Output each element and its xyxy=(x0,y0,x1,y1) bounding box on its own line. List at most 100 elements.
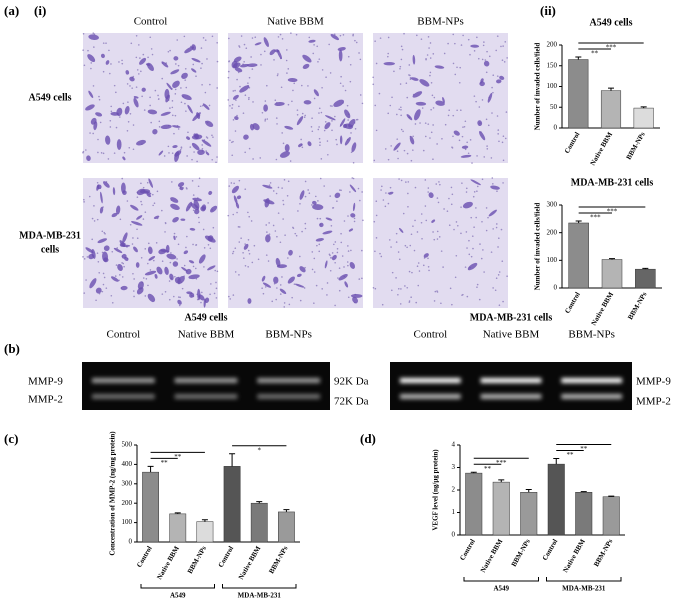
pore xyxy=(174,275,176,278)
pore xyxy=(171,181,173,183)
y-tick-label: 0 xyxy=(554,284,558,292)
y-tick-label: 300 xyxy=(122,479,133,487)
pore xyxy=(384,205,387,208)
pore xyxy=(440,302,442,305)
cell xyxy=(88,90,94,98)
pore xyxy=(430,81,433,84)
pore xyxy=(202,37,205,39)
pore xyxy=(492,287,494,289)
marker-label: 72K Da xyxy=(334,396,369,408)
pore xyxy=(316,244,318,247)
pore xyxy=(164,231,166,233)
pore xyxy=(323,185,325,187)
pore xyxy=(500,45,502,48)
cell xyxy=(207,265,216,271)
pore xyxy=(452,33,455,36)
pore xyxy=(211,35,214,38)
x-tick-label: Native BBM xyxy=(155,544,181,580)
cell xyxy=(324,122,331,130)
pore xyxy=(142,218,145,220)
pore xyxy=(336,143,338,146)
cell xyxy=(125,70,130,75)
pore xyxy=(476,155,478,157)
pore xyxy=(448,197,450,200)
x-tick-label: BBM-NPs xyxy=(510,538,532,569)
pore xyxy=(290,32,292,34)
pore xyxy=(421,107,424,109)
pore xyxy=(279,241,282,244)
pore xyxy=(491,177,494,179)
pore xyxy=(201,144,204,146)
pore xyxy=(467,152,470,155)
cell xyxy=(419,79,430,87)
cell xyxy=(191,57,201,63)
marker-label: 92K Da xyxy=(334,376,369,388)
pore xyxy=(304,222,307,225)
pore xyxy=(138,44,140,46)
pore xyxy=(276,235,278,238)
y-tick-label: 0 xyxy=(452,531,456,539)
cell xyxy=(120,244,131,248)
cell xyxy=(414,109,421,121)
cell xyxy=(172,261,179,267)
pore xyxy=(397,251,400,253)
pore xyxy=(167,50,170,53)
pore xyxy=(149,269,152,271)
pore xyxy=(470,216,473,219)
pore xyxy=(92,85,95,87)
pore xyxy=(329,254,331,257)
x-tick-label: Control xyxy=(541,538,560,562)
pore xyxy=(242,252,244,254)
band xyxy=(400,378,461,383)
pore xyxy=(173,295,175,298)
pore xyxy=(291,296,293,299)
cell xyxy=(239,85,250,93)
pore xyxy=(502,300,504,303)
pore xyxy=(211,158,214,161)
pore xyxy=(398,108,401,111)
pore xyxy=(449,287,452,290)
pore xyxy=(244,151,246,154)
pore xyxy=(267,260,270,262)
pore xyxy=(115,264,118,266)
band xyxy=(561,394,622,399)
cell xyxy=(170,203,180,211)
pore xyxy=(336,251,339,254)
cell xyxy=(234,116,239,121)
pore xyxy=(318,126,320,128)
bar xyxy=(492,481,510,536)
pore xyxy=(210,283,212,285)
pore xyxy=(109,72,111,75)
pore xyxy=(83,64,86,67)
pore xyxy=(313,271,316,273)
pore xyxy=(111,301,114,304)
cell xyxy=(172,145,178,149)
significance-label: *** xyxy=(606,44,617,52)
y-tick-label: 500 xyxy=(122,441,133,449)
pore xyxy=(432,231,434,233)
pore xyxy=(213,292,216,295)
pore xyxy=(303,116,306,119)
significance-label: *** xyxy=(496,459,507,467)
pore xyxy=(347,245,349,247)
significance-label: ** xyxy=(591,50,599,58)
cell xyxy=(302,63,310,70)
pore xyxy=(126,129,129,132)
pore xyxy=(475,207,477,209)
cell xyxy=(147,109,158,115)
pore xyxy=(253,244,256,247)
pore xyxy=(465,231,468,233)
pore xyxy=(169,107,171,109)
pore xyxy=(316,217,319,220)
pore xyxy=(407,205,409,208)
pore xyxy=(472,247,474,250)
pore xyxy=(469,53,471,56)
pore xyxy=(283,306,286,308)
pore xyxy=(136,69,139,71)
pore xyxy=(502,45,504,47)
pore xyxy=(496,35,499,37)
marker-label: MMP-2 xyxy=(28,394,63,406)
pore xyxy=(227,76,230,79)
pore xyxy=(287,103,290,106)
pore xyxy=(184,102,186,105)
